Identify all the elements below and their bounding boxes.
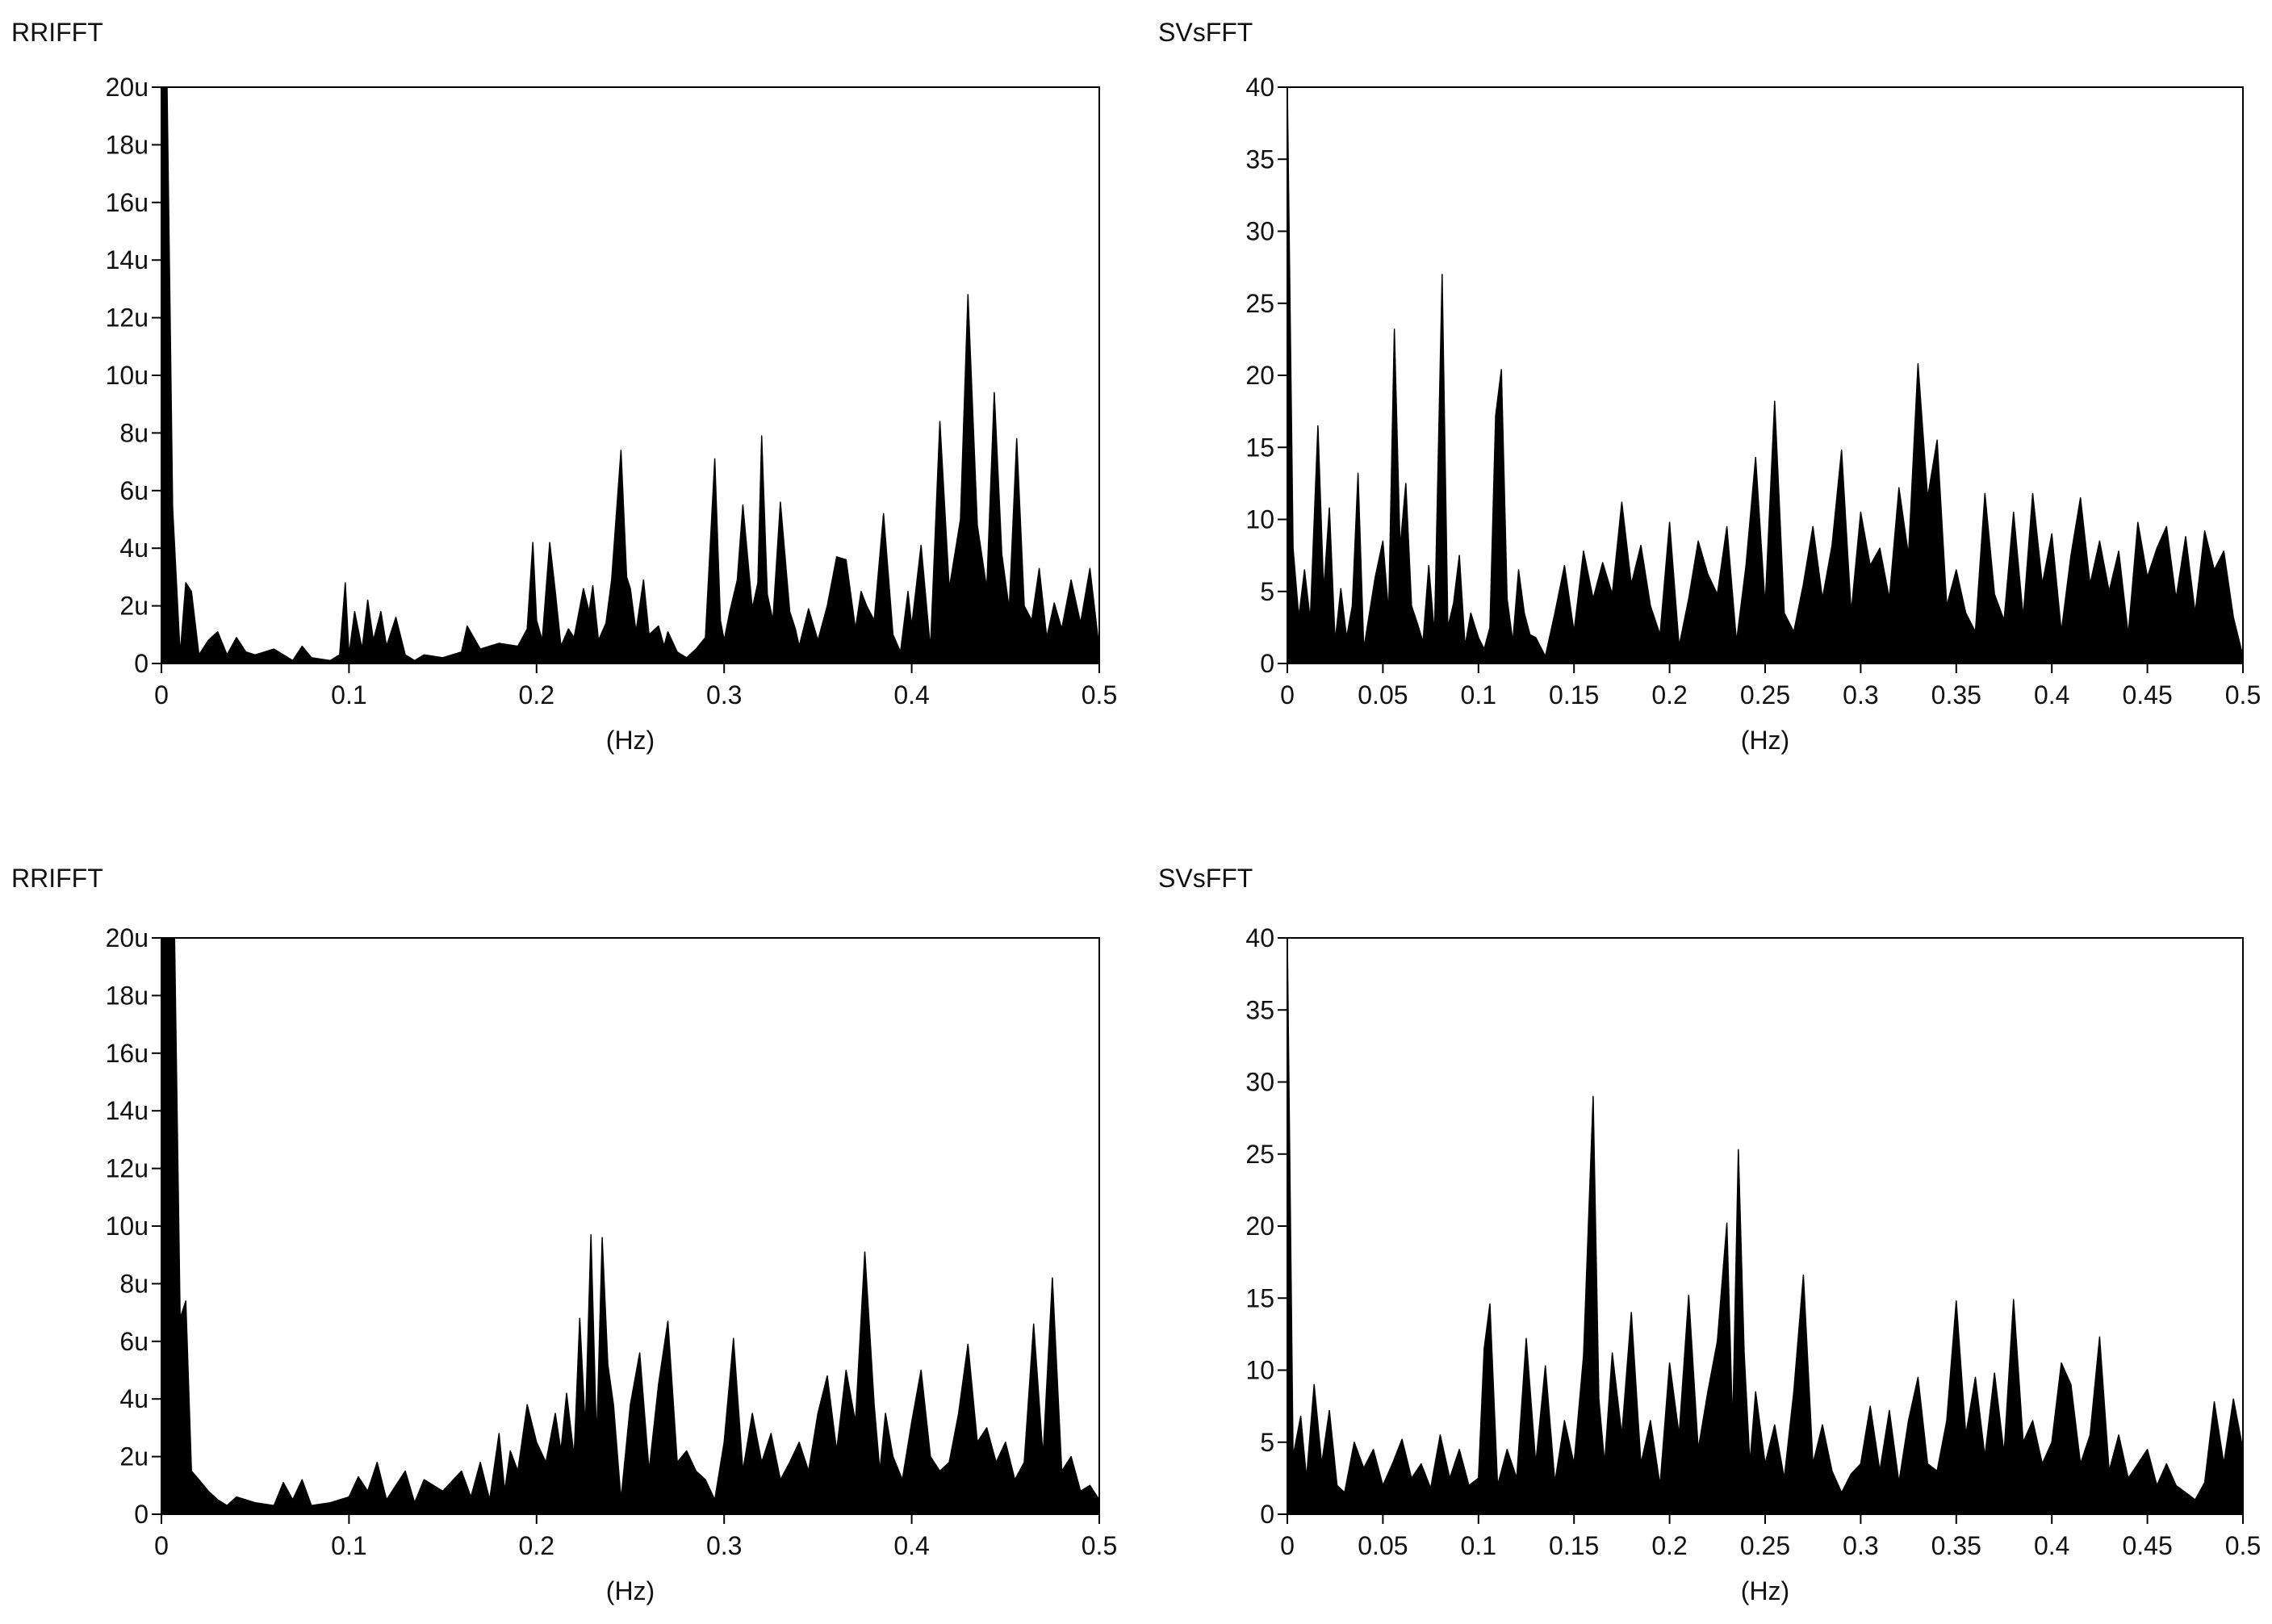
chart-plot: 0 5 10 15 20 25 30 35 40 0 0.05 0.1 0.15 0.2 0.25 0.3 0.… [1245, 923, 2261, 1605]
x-tick-label: 0.2 [519, 680, 554, 709]
x-tick-label: 0.05 [1358, 680, 1408, 709]
x-tick-label: 0.4 [2034, 680, 2069, 709]
x-tick-label: 0.45 [2122, 680, 2172, 709]
spectrum-area [1287, 86, 2244, 664]
spectrum-area [1287, 937, 2244, 1515]
chart-plot: 0 2u 4u 6u 8u 10u 12u 14u 16u 18u 20u 0 0.1 0.2 0.3 0.4… [106, 923, 1118, 1605]
y-tick-label: 16u [106, 1039, 149, 1068]
x-tick-label: 0.1 [1461, 1531, 1496, 1560]
x-tick-label: 0.15 [1549, 1531, 1599, 1560]
x-tick-label: 0.2 [519, 1531, 554, 1560]
x-tick-label: 0 [1280, 680, 1295, 709]
chart-title: SVsFFT [1158, 864, 1253, 893]
y-tick-label: 25 [1245, 1140, 1274, 1169]
x-tick-label: 0 [154, 680, 169, 709]
y-tick-label: 12u [106, 303, 149, 333]
y-tick-label: 5 [1260, 577, 1274, 606]
x-tick-label: 0.5 [1082, 1531, 1117, 1560]
x-tick-label: 0.3 [706, 1531, 742, 1560]
x-tick-label: 0.25 [1740, 680, 1790, 709]
y-tick-label: 16u [106, 188, 149, 217]
y-tick-label: 30 [1245, 217, 1274, 246]
y-tick-label: 6u [119, 1327, 149, 1356]
x-tick-label: 0.1 [1461, 680, 1496, 709]
y-tick-label: 4u [119, 1384, 149, 1413]
x-axis-label: (Hz) [1741, 1576, 1789, 1605]
y-tick-label: 12u [106, 1154, 149, 1183]
x-tick-label: 0.3 [1843, 680, 1878, 709]
x-tick-label: 0.5 [2225, 680, 2261, 709]
y-tick-label: 15 [1245, 433, 1274, 462]
y-tick-label: 2u [119, 1442, 149, 1471]
x-axis-label: (Hz) [606, 726, 655, 755]
y-tick-label: 10 [1245, 1356, 1274, 1385]
chart-title: SVsFFT [1158, 18, 1253, 47]
y-tick-label: 40 [1245, 923, 1274, 952]
y-tick-label: 30 [1245, 1068, 1274, 1097]
x-tick-label: 0.4 [893, 1531, 929, 1560]
y-tick-label: 6u [119, 476, 149, 505]
x-tick-label: 0.05 [1358, 1531, 1408, 1560]
chart-plot: 0 5 10 15 20 25 30 35 40 0 0.05 0.1 0.15 0.2 0.25 0.3 0.… [1245, 73, 2261, 755]
x-tick-label: 0.35 [1931, 1531, 1981, 1560]
y-tick-label: 20 [1245, 1212, 1274, 1241]
x-tick-label: 0.3 [706, 680, 742, 709]
y-tick-label: 2u [119, 592, 149, 621]
x-tick-label: 0.2 [1651, 1531, 1687, 1560]
y-tick-label: 8u [119, 1269, 149, 1298]
y-tick-label: 14u [106, 1096, 149, 1125]
x-tick-label: 0.45 [2122, 1531, 2172, 1560]
x-tick-label: 0 [1280, 1531, 1295, 1560]
y-tick-label: 10u [106, 361, 149, 390]
y-tick-label: 40 [1245, 73, 1274, 102]
y-tick-label: 18u [106, 130, 149, 159]
chart-panel-svs-bottom: SVsFFT 0 5 10 15 20 25 30 35 40 0 0.05 0.1 0.15 0.2 0.… [1136, 812, 2272, 1624]
x-tick-label: 0.1 [331, 1531, 366, 1560]
x-tick-label: 0.4 [893, 680, 929, 709]
x-tick-label: 0.1 [331, 680, 366, 709]
chart-title: RRIFFT [11, 864, 103, 893]
y-tick-label: 20u [106, 73, 149, 102]
chart-panel-rri-bottom: RRIFFT 0 2u 4u 6u 8u 10u 12u 14u 16u 18u 20u 0 0.1 0.… [0, 812, 1136, 1624]
y-tick-label: 5 [1260, 1428, 1274, 1457]
x-tick-label: 0.2 [1651, 680, 1687, 709]
y-tick-label: 0 [1260, 649, 1274, 678]
y-tick-label: 15 [1245, 1283, 1274, 1312]
y-tick-label: 14u [106, 245, 149, 274]
y-tick-label: 10 [1245, 505, 1274, 534]
spectrum-area [161, 86, 1100, 664]
x-axis-label: (Hz) [1741, 726, 1789, 755]
y-tick-label: 4u [119, 534, 149, 563]
spectrum-area [161, 937, 1100, 1515]
x-tick-label: 0.35 [1931, 680, 1981, 709]
y-tick-label: 35 [1245, 995, 1274, 1024]
x-tick-label: 0 [154, 1531, 169, 1560]
x-tick-label: 0.5 [2225, 1531, 2261, 1560]
x-tick-label: 0.3 [1843, 1531, 1878, 1560]
y-tick-label: 18u [106, 981, 149, 1010]
y-tick-label: 8u [119, 418, 149, 447]
x-tick-label: 0.5 [1082, 680, 1117, 709]
chart-panel-svs-top: SVsFFT 0 5 10 15 20 25 30 35 40 0 0.05 0.1 0.15 0.2 0.… [1136, 0, 2272, 812]
x-axis-label: (Hz) [606, 1576, 655, 1605]
y-tick-label: 20 [1245, 361, 1274, 390]
y-tick-label: 0 [134, 649, 149, 678]
chart-panel-rri-top: RRIFFT 0 2u 4u 6u 8u 10u 12u 14u 16u 18u 20u 0 0.1 0.… [0, 0, 1136, 812]
x-tick-label: 0.4 [2034, 1531, 2069, 1560]
chart-title: RRIFFT [11, 18, 103, 47]
y-tick-label: 35 [1245, 144, 1274, 174]
chart-plot: 0 2u 4u 6u 8u 10u 12u 14u 16u 18u 20u 0 0.1 0.2 0.3 0.4… [106, 73, 1118, 755]
y-tick-label: 25 [1245, 289, 1274, 318]
y-tick-label: 0 [134, 1500, 149, 1529]
y-tick-label: 0 [1260, 1500, 1274, 1529]
y-tick-label: 10u [106, 1212, 149, 1241]
x-tick-label: 0.15 [1549, 680, 1599, 709]
y-tick-label: 20u [106, 923, 149, 952]
x-tick-label: 0.25 [1740, 1531, 1790, 1560]
